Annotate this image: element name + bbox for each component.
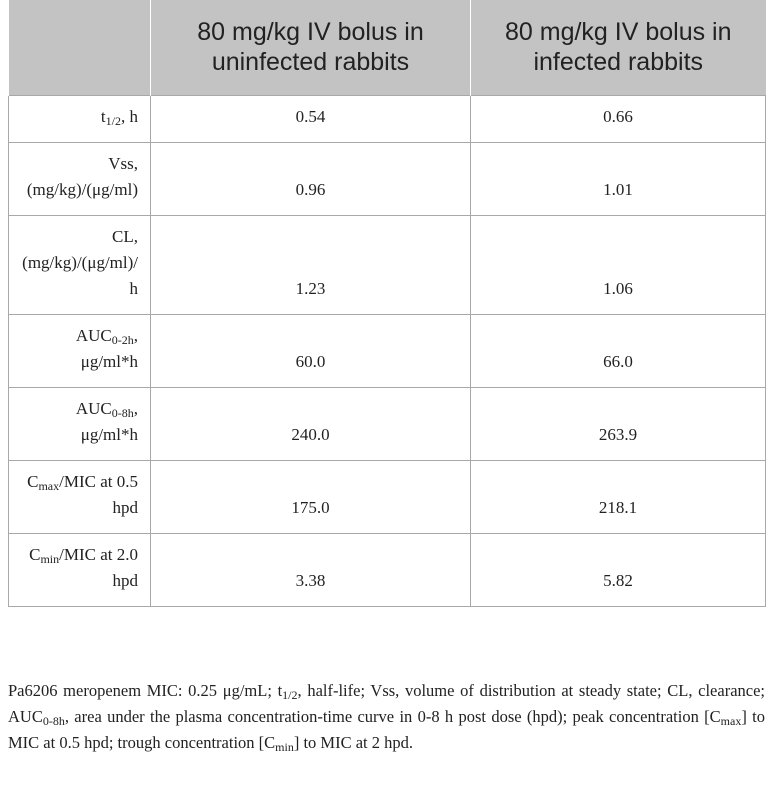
text-part: C bbox=[29, 544, 41, 564]
text-part: AUC bbox=[75, 325, 112, 345]
row-label: Vss, (mg/kg)/(μg/ml) bbox=[8, 141, 151, 216]
text-part: , μg/ml*h bbox=[80, 325, 138, 371]
text-part: AUC bbox=[75, 398, 112, 418]
cell-value: 60.0 bbox=[150, 313, 471, 388]
row-label: Cmin/MIC at 2.0 hpd bbox=[8, 532, 151, 607]
cell-value: 5.82 bbox=[470, 532, 766, 607]
text-part: , μg/ml*h bbox=[80, 398, 138, 444]
row-label: t1/2, h bbox=[8, 94, 151, 143]
subscript: 0-8h bbox=[111, 405, 134, 420]
table-row: AUC0-2h, μg/ml*h 60.0 66.0 bbox=[8, 313, 766, 388]
cell-value: 3.38 bbox=[150, 532, 471, 607]
cell-value: 66.0 bbox=[470, 313, 766, 388]
subscript: 0-8h bbox=[42, 714, 65, 728]
cell-value: 240.0 bbox=[150, 386, 471, 461]
header-row: 80 mg/kg IV bolus in uninfected rabbits 8… bbox=[8, 0, 766, 95]
text-part: /MIC at 2.0 hpd bbox=[59, 544, 138, 590]
text-part: ] to MIC at 0.5 hpd; trough concentratio… bbox=[8, 707, 765, 752]
column-header: 80 mg/kg IV bolus in infected rabbits bbox=[470, 0, 766, 95]
text-part: Pa6206 meropenem MIC: 0.25 μg/mL; t bbox=[8, 681, 283, 700]
text-part: CL, (mg/kg)/(μg/ml)/h bbox=[22, 226, 138, 298]
subscript: min bbox=[40, 551, 60, 566]
text-part: t bbox=[100, 106, 106, 126]
cell-value: 0.96 bbox=[150, 141, 471, 216]
table-row: t1/2, h 0.54 0.66 bbox=[8, 94, 766, 143]
row-label: Cmax/MIC at 0.5 hpd bbox=[8, 459, 151, 534]
pk-table: 80 mg/kg IV bolus in uninfected rabbits 8… bbox=[8, 0, 766, 607]
cell-value: 0.54 bbox=[150, 94, 471, 143]
table-row: CL, (mg/kg)/(μg/ml)/h 1.23 1.06 bbox=[8, 214, 766, 315]
text-part: Vss, (mg/kg)/(μg/ml) bbox=[26, 153, 138, 199]
cell-value: 0.66 bbox=[470, 94, 766, 143]
text-part: /MIC at 0.5 hpd bbox=[59, 471, 138, 517]
cell-value: 1.01 bbox=[470, 141, 766, 216]
column-header: 80 mg/kg IV bolus in uninfected rabbits bbox=[150, 0, 471, 95]
cell-value: 175.0 bbox=[150, 459, 471, 534]
cell-value: 218.1 bbox=[470, 459, 766, 534]
cell-value: 1.06 bbox=[470, 214, 766, 315]
table-body: t1/2, h 0.54 0.66 Vss, (mg/kg)/(μg/ml) 0.96 1… bbox=[8, 94, 766, 607]
text-part: , h bbox=[121, 106, 138, 126]
subscript: 1/2 bbox=[105, 113, 121, 128]
header-corner bbox=[8, 0, 151, 95]
table-row: Cmin/MIC at 2.0 hpd 3.38 5.82 bbox=[8, 532, 766, 607]
text-part: ] to MIC at 2 hpd. bbox=[293, 733, 414, 752]
row-label: AUC0-8h, μg/ml*h bbox=[8, 386, 151, 461]
table-row: Vss, (mg/kg)/(μg/ml) 0.96 1.01 bbox=[8, 141, 766, 216]
subscript: 1/2 bbox=[282, 688, 298, 702]
table-row: AUC0-8h, μg/ml*h 240.0 263.9 bbox=[8, 386, 766, 461]
footnote: Pa6206 meropenem MIC: 0.25 μg/mL; t1/2, … bbox=[8, 678, 765, 756]
subscript: max bbox=[38, 478, 60, 493]
table-row: Cmax/MIC at 0.5 hpd 175.0 218.1 bbox=[8, 459, 766, 534]
text-part: C bbox=[27, 471, 39, 491]
subscript: max bbox=[720, 714, 742, 728]
text-part: , half-life; Vss, volume of distribution… bbox=[8, 681, 765, 726]
row-label: AUC0-2h, μg/ml*h bbox=[8, 313, 151, 388]
subscript: 0-2h bbox=[111, 332, 134, 347]
row-label: CL, (mg/kg)/(μg/ml)/h bbox=[8, 214, 151, 315]
subscript: min bbox=[275, 740, 294, 754]
cell-value: 263.9 bbox=[470, 386, 766, 461]
text-part: , area under the plasma concentration-ti… bbox=[64, 707, 721, 726]
cell-value: 1.23 bbox=[150, 214, 471, 315]
